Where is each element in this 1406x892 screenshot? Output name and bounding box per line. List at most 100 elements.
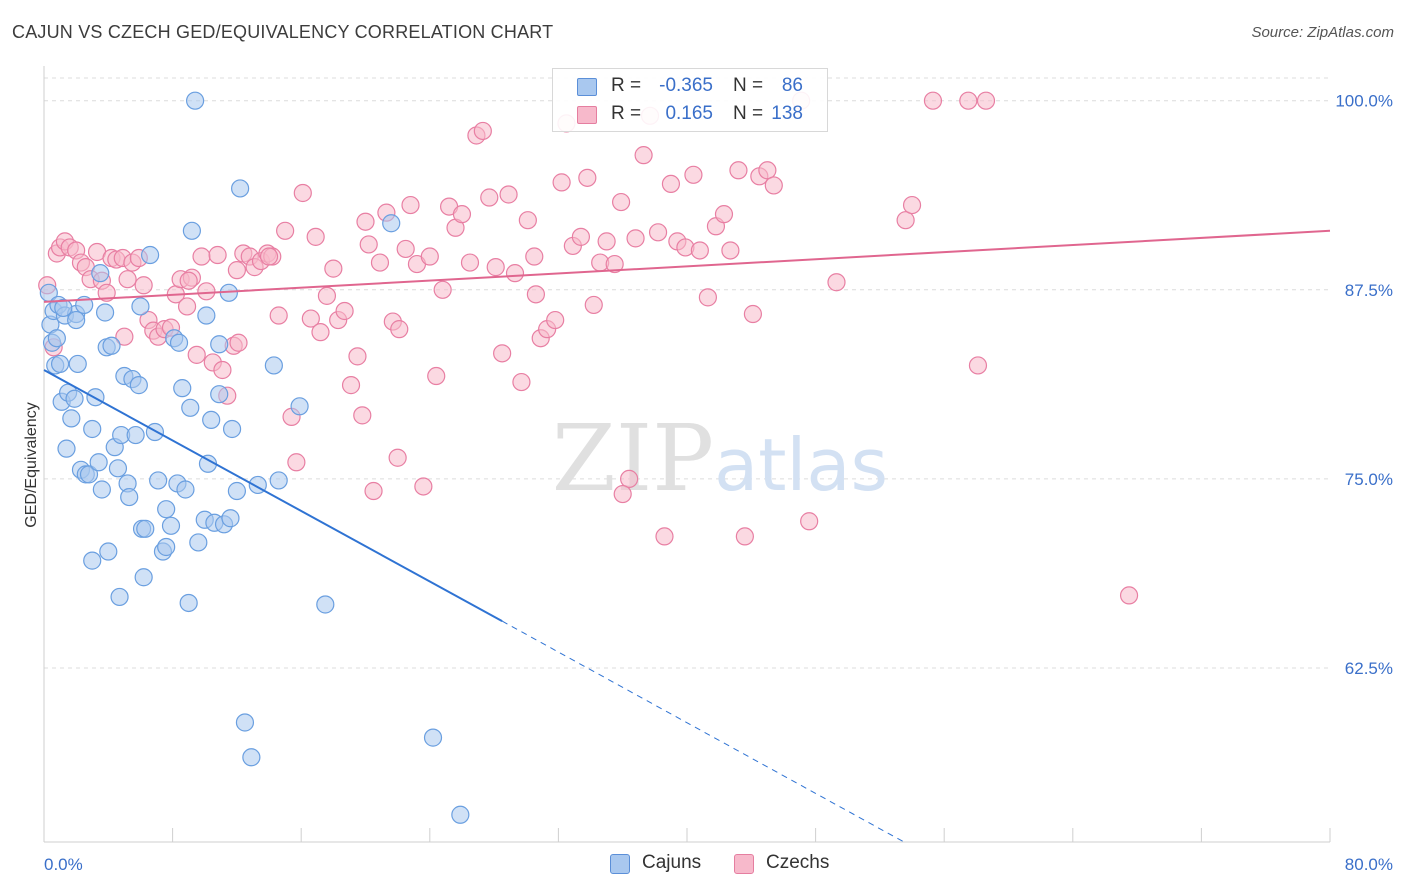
y-tick-label: 87.5%	[1345, 281, 1393, 300]
trend-line-cajuns	[43, 369, 503, 622]
data-point-czechs	[714, 205, 734, 224]
cajuns-points	[39, 91, 470, 824]
data-point-czechs	[134, 276, 153, 295]
data-point-czechs	[306, 227, 325, 246]
x-tick-label-min: 0.0%	[44, 855, 83, 874]
y-tick-label: 75.0%	[1345, 470, 1393, 489]
data-point-czechs	[364, 481, 383, 501]
data-point-cajuns	[149, 471, 168, 490]
data-point-czechs	[827, 273, 846, 292]
data-point-cajuns	[222, 419, 242, 439]
data-point-cajuns	[129, 376, 148, 395]
y-tick-label: 100.0%	[1335, 92, 1393, 111]
trend-line-czechs	[43, 229, 1331, 303]
data-point-cajuns	[102, 336, 121, 355]
data-point-czechs	[460, 253, 480, 272]
data-point-czechs	[317, 286, 337, 305]
legend-label-cajuns: Cajuns	[642, 852, 702, 873]
data-point-czechs	[597, 232, 616, 251]
legend-swatch-czechs	[734, 854, 754, 874]
legend-r-value: -0.365	[659, 75, 713, 96]
data-point-czechs	[684, 165, 703, 184]
data-point-cajuns	[231, 179, 250, 198]
data-point-cajuns	[316, 595, 335, 614]
data-point-czechs	[427, 366, 446, 386]
data-point-czechs	[1119, 586, 1139, 605]
data-point-cajuns	[186, 91, 205, 110]
data-point-cajuns	[89, 453, 108, 472]
stats-legend: R = -0.365 N = 86 R = 0.165 N = 138	[552, 68, 828, 132]
data-point-czechs	[118, 270, 137, 289]
data-point-cajuns	[264, 356, 283, 375]
trend-line-cajuns-extension	[501, 620, 905, 843]
data-point-cajuns	[242, 748, 261, 767]
axes	[43, 66, 1331, 843]
data-point-cajuns	[210, 335, 229, 354]
data-point-cajuns	[110, 587, 129, 607]
data-point-czechs	[115, 327, 134, 346]
chart-title: CAJUN VS CZECH GED/EQUIVALENCY CORRELATI…	[12, 22, 554, 42]
data-point-czechs	[388, 448, 407, 467]
data-point-cajuns	[423, 728, 443, 747]
data-point-cajuns	[140, 245, 160, 265]
data-point-czechs	[229, 333, 248, 352]
data-point-cajuns	[157, 537, 176, 557]
data-point-czechs	[197, 282, 216, 301]
data-point-czechs	[634, 146, 653, 165]
data-point-cajuns	[197, 306, 216, 325]
data-point-cajuns	[83, 551, 102, 570]
data-point-cajuns	[145, 422, 165, 442]
data-point-czechs	[192, 247, 211, 266]
data-point-czechs	[287, 453, 306, 472]
data-point-cajuns	[179, 593, 198, 613]
data-point-czechs	[611, 192, 631, 212]
data-point-czechs	[359, 235, 378, 254]
data-point-cajuns	[62, 409, 81, 428]
data-point-cajuns	[99, 542, 118, 561]
data-point-czechs	[546, 310, 565, 330]
legend-label-czechs: Czechs	[766, 852, 830, 873]
data-point-cajuns	[68, 354, 87, 374]
data-point-czechs	[729, 161, 748, 180]
data-point-czechs	[311, 323, 330, 342]
data-point-czechs	[976, 91, 996, 110]
data-point-czechs	[97, 283, 116, 302]
data-point-czechs	[356, 212, 375, 231]
data-point-czechs	[626, 229, 645, 248]
data-point-cajuns	[182, 221, 201, 240]
data-point-cajuns	[57, 439, 76, 458]
data-point-czechs	[480, 188, 499, 207]
data-point-cajuns	[91, 264, 110, 283]
data-point-czechs	[493, 344, 512, 363]
data-point-cajuns	[210, 385, 229, 404]
data-point-cajuns	[181, 398, 200, 417]
data-point-czechs	[605, 254, 624, 274]
data-point-cajuns	[65, 389, 84, 408]
data-point-czechs	[923, 91, 943, 110]
data-point-czechs	[179, 271, 198, 290]
data-point-czechs	[348, 347, 367, 366]
data-point-czechs	[620, 469, 639, 489]
data-point-czechs	[800, 512, 819, 531]
data-point-czechs	[390, 320, 409, 339]
data-point-cajuns	[47, 329, 66, 348]
data-point-czechs	[512, 372, 531, 392]
data-point-czechs	[526, 285, 545, 304]
legend-r-value: 0.165	[665, 103, 713, 124]
data-point-cajuns	[92, 480, 111, 499]
data-point-czechs	[259, 247, 279, 266]
y-tick-labels: 62.5% 75.0% 87.5% 100.0%	[1335, 92, 1393, 678]
data-point-czechs	[764, 176, 783, 195]
data-point-cajuns	[269, 471, 288, 490]
data-point-czechs	[721, 241, 740, 260]
data-point-cajuns	[108, 459, 128, 478]
data-point-czechs	[518, 211, 537, 230]
data-point-czechs	[758, 161, 777, 180]
data-point-czechs	[420, 247, 439, 266]
data-point-czechs	[499, 185, 518, 204]
data-point-cajuns	[54, 298, 73, 318]
data-point-cajuns	[67, 310, 86, 330]
data-point-czechs	[370, 253, 390, 272]
data-point-cajuns	[131, 297, 150, 316]
